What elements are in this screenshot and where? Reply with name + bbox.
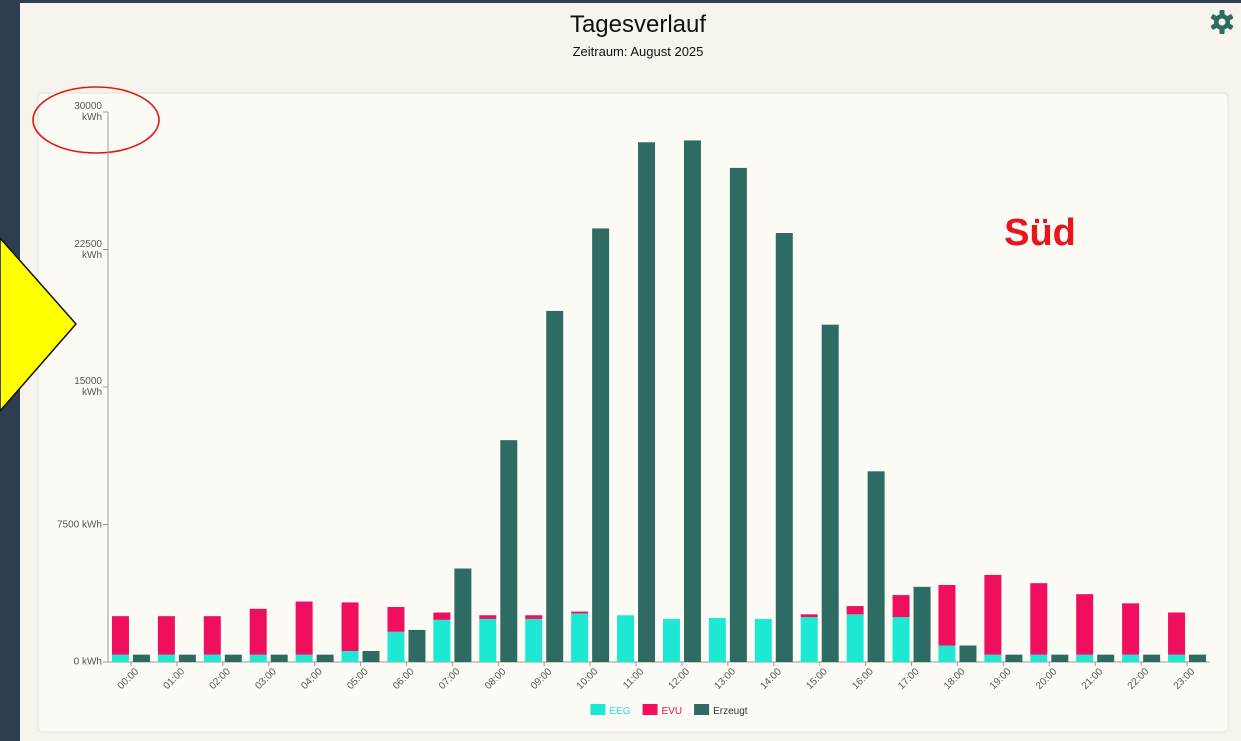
bar	[683, 140, 701, 662]
bar	[800, 614, 818, 618]
bar	[270, 654, 288, 662]
bar	[938, 585, 956, 646]
bar	[754, 618, 772, 662]
bar	[525, 618, 543, 662]
chart-title: Tagesverlauf	[570, 11, 706, 38]
bar	[249, 654, 267, 662]
legend-swatch	[642, 704, 658, 715]
bar	[500, 440, 518, 662]
bar	[1097, 654, 1115, 662]
bar	[1030, 583, 1048, 655]
bar	[892, 595, 910, 618]
bar	[617, 615, 635, 662]
legend-swatch	[694, 704, 710, 715]
bar	[729, 167, 747, 662]
bar	[1051, 654, 1069, 662]
bar	[913, 586, 931, 662]
bar	[708, 618, 726, 662]
bar	[571, 611, 589, 614]
bar	[1189, 654, 1207, 662]
bar	[408, 629, 426, 662]
bar	[341, 602, 359, 651]
bar	[295, 601, 313, 655]
bar	[571, 613, 589, 662]
y-tick-label: 7500 kWh	[56, 519, 102, 530]
bar	[362, 651, 380, 662]
bar	[203, 654, 221, 662]
bar	[1122, 654, 1140, 662]
bar	[387, 607, 405, 632]
bar	[341, 651, 359, 662]
bar	[387, 631, 405, 662]
bar	[525, 615, 543, 619]
settings-icon[interactable]	[1210, 10, 1234, 34]
bar	[1005, 654, 1023, 662]
bar	[638, 142, 656, 662]
bar	[821, 324, 839, 662]
bar	[178, 654, 196, 662]
bar	[846, 614, 864, 662]
bar	[1168, 654, 1186, 662]
bar	[132, 654, 150, 662]
bar	[249, 608, 267, 655]
bar	[454, 568, 472, 662]
highlight-ellipse	[32, 86, 160, 154]
chart-subtitle: Zeitraum: August 2025	[573, 44, 704, 59]
bar	[1143, 654, 1161, 662]
bar	[984, 654, 1002, 662]
y-tick-label: 15000 kWh	[74, 376, 102, 398]
bar	[433, 612, 451, 620]
bar	[662, 618, 680, 662]
legend-label: EEG	[609, 706, 630, 717]
annotation: Süd	[1004, 212, 1076, 254]
bar	[157, 654, 175, 662]
bar	[479, 615, 497, 619]
bar	[157, 616, 175, 655]
bar	[316, 654, 334, 662]
bar	[224, 654, 242, 662]
bar	[1122, 603, 1140, 655]
arrow-marker	[0, 236, 77, 413]
legend-swatch	[590, 704, 606, 715]
legend-label: EVU	[662, 706, 683, 717]
bar	[1076, 594, 1094, 655]
bar	[892, 617, 910, 662]
bar	[592, 228, 610, 662]
bar	[867, 471, 885, 662]
bar	[546, 310, 564, 662]
legend: EEG EVU Erzeugt	[590, 704, 748, 717]
bar	[433, 619, 451, 662]
bar	[1030, 654, 1048, 662]
legend-label: Erzeugt	[713, 706, 748, 717]
bar	[1076, 654, 1094, 662]
bar	[295, 654, 313, 662]
bar	[846, 606, 864, 615]
bar	[1168, 612, 1186, 655]
bar	[203, 616, 221, 655]
bar	[111, 616, 129, 655]
y-tick-label: 0 kWh	[73, 656, 102, 668]
bar	[775, 233, 793, 662]
bar	[959, 645, 977, 662]
y-tick-label: 30000 kWh	[74, 101, 102, 123]
bar	[984, 574, 1002, 655]
y-tick-label: 22500 kWh	[74, 238, 102, 261]
bar	[479, 618, 497, 662]
chart-card	[37, 92, 1229, 733]
bar	[800, 617, 818, 662]
bar	[111, 654, 129, 662]
bar	[938, 645, 956, 662]
